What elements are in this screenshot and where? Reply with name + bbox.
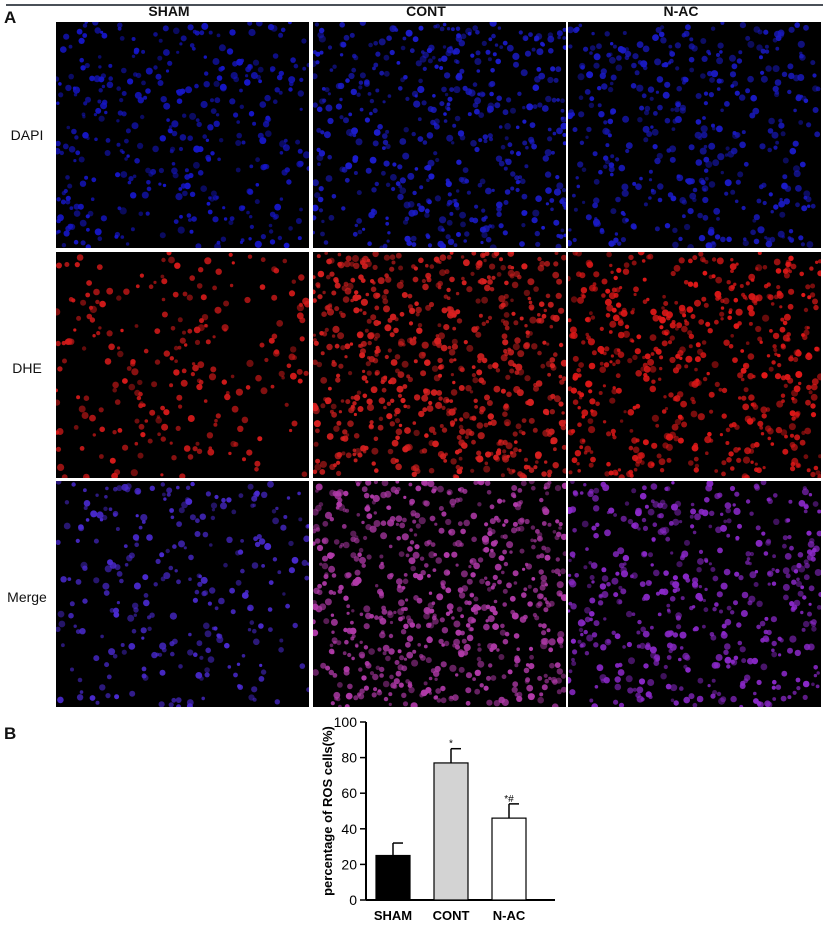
y-tick-label: 0 <box>349 892 357 908</box>
bar-sham <box>375 854 411 901</box>
panel-a-label: A <box>4 8 17 27</box>
x-tick-label-n-ac: N-AC <box>493 908 526 923</box>
micrograph-dhe-cont <box>313 252 566 478</box>
micrograph-dapi-n-ac <box>568 22 821 248</box>
row-label-merge: Merge <box>7 589 47 605</box>
bar-n-ac <box>491 817 527 901</box>
significance-n-ac: *# <box>504 794 514 805</box>
column-header-sham: SHAM <box>148 3 190 19</box>
x-tick-label-cont: CONT <box>433 908 470 923</box>
micrograph-merge-cont <box>313 481 566 707</box>
micrograph-dhe-sham <box>56 252 309 478</box>
y-tick-label: 20 <box>341 856 357 872</box>
micrograph-merge-sham <box>56 481 309 707</box>
column-header-n-ac: N-AC <box>663 3 699 19</box>
micrograph-dapi-cont <box>313 22 566 248</box>
y-tick-label: 100 <box>334 714 358 730</box>
row-label-dhe: DHE <box>12 360 42 376</box>
x-tick-label-sham: SHAM <box>374 908 412 923</box>
bar-cont <box>433 762 469 901</box>
y-tick-label: 80 <box>341 750 357 766</box>
row-label-dapi: DAPI <box>10 127 44 143</box>
significance-cont: * <box>449 739 453 750</box>
y-tick-label: 60 <box>341 785 357 801</box>
micrograph-merge-n-ac <box>568 481 821 707</box>
column-header-cont: CONT <box>406 3 446 19</box>
top-rule <box>6 4 823 6</box>
micrograph-dhe-n-ac <box>568 252 821 478</box>
micrograph-dapi-sham <box>56 22 309 248</box>
panel-b-label: B <box>4 724 17 743</box>
y-tick-label: 40 <box>341 821 357 837</box>
y-axis-label: percentage of ROS cells(%) <box>320 726 335 896</box>
